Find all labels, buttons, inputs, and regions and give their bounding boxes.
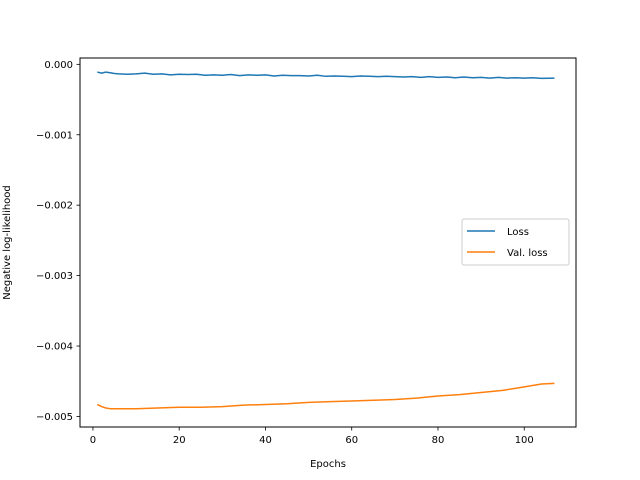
x-axis-ticks: 0 20 40 60 80 100 bbox=[90, 427, 534, 446]
x-tick-label: 60 bbox=[345, 435, 358, 446]
y-tick-label: −0.001 bbox=[36, 130, 73, 141]
x-tick-label: 0 bbox=[90, 435, 96, 446]
y-axis-label: Negative log-likelihood bbox=[2, 185, 13, 300]
legend: Loss Val. loss bbox=[461, 218, 570, 266]
x-tick-label: 100 bbox=[515, 435, 534, 446]
series-line-loss bbox=[97, 71, 555, 80]
y-tick-label: 0.000 bbox=[44, 60, 73, 71]
x-axis-label: Epochs bbox=[310, 459, 346, 470]
y-tick-label: −0.002 bbox=[36, 201, 73, 212]
series-layer bbox=[96, 71, 555, 410]
legend-label-val-loss: Val. loss bbox=[507, 248, 548, 259]
y-tick-label: −0.005 bbox=[36, 412, 73, 423]
x-tick-label: 80 bbox=[432, 435, 445, 446]
x-tick-label: 40 bbox=[259, 435, 272, 446]
x-tick-label: 20 bbox=[173, 435, 186, 446]
legend-label-loss: Loss bbox=[507, 227, 529, 238]
y-tick-label: −0.003 bbox=[36, 271, 73, 282]
plot-frame bbox=[79, 57, 577, 428]
series-line-val-loss bbox=[96, 382, 555, 410]
y-axis-ticks: 0.000 −0.001 −0.002 −0.003 −0.004 −0.005 bbox=[36, 60, 80, 423]
y-tick-label: −0.004 bbox=[36, 342, 73, 353]
